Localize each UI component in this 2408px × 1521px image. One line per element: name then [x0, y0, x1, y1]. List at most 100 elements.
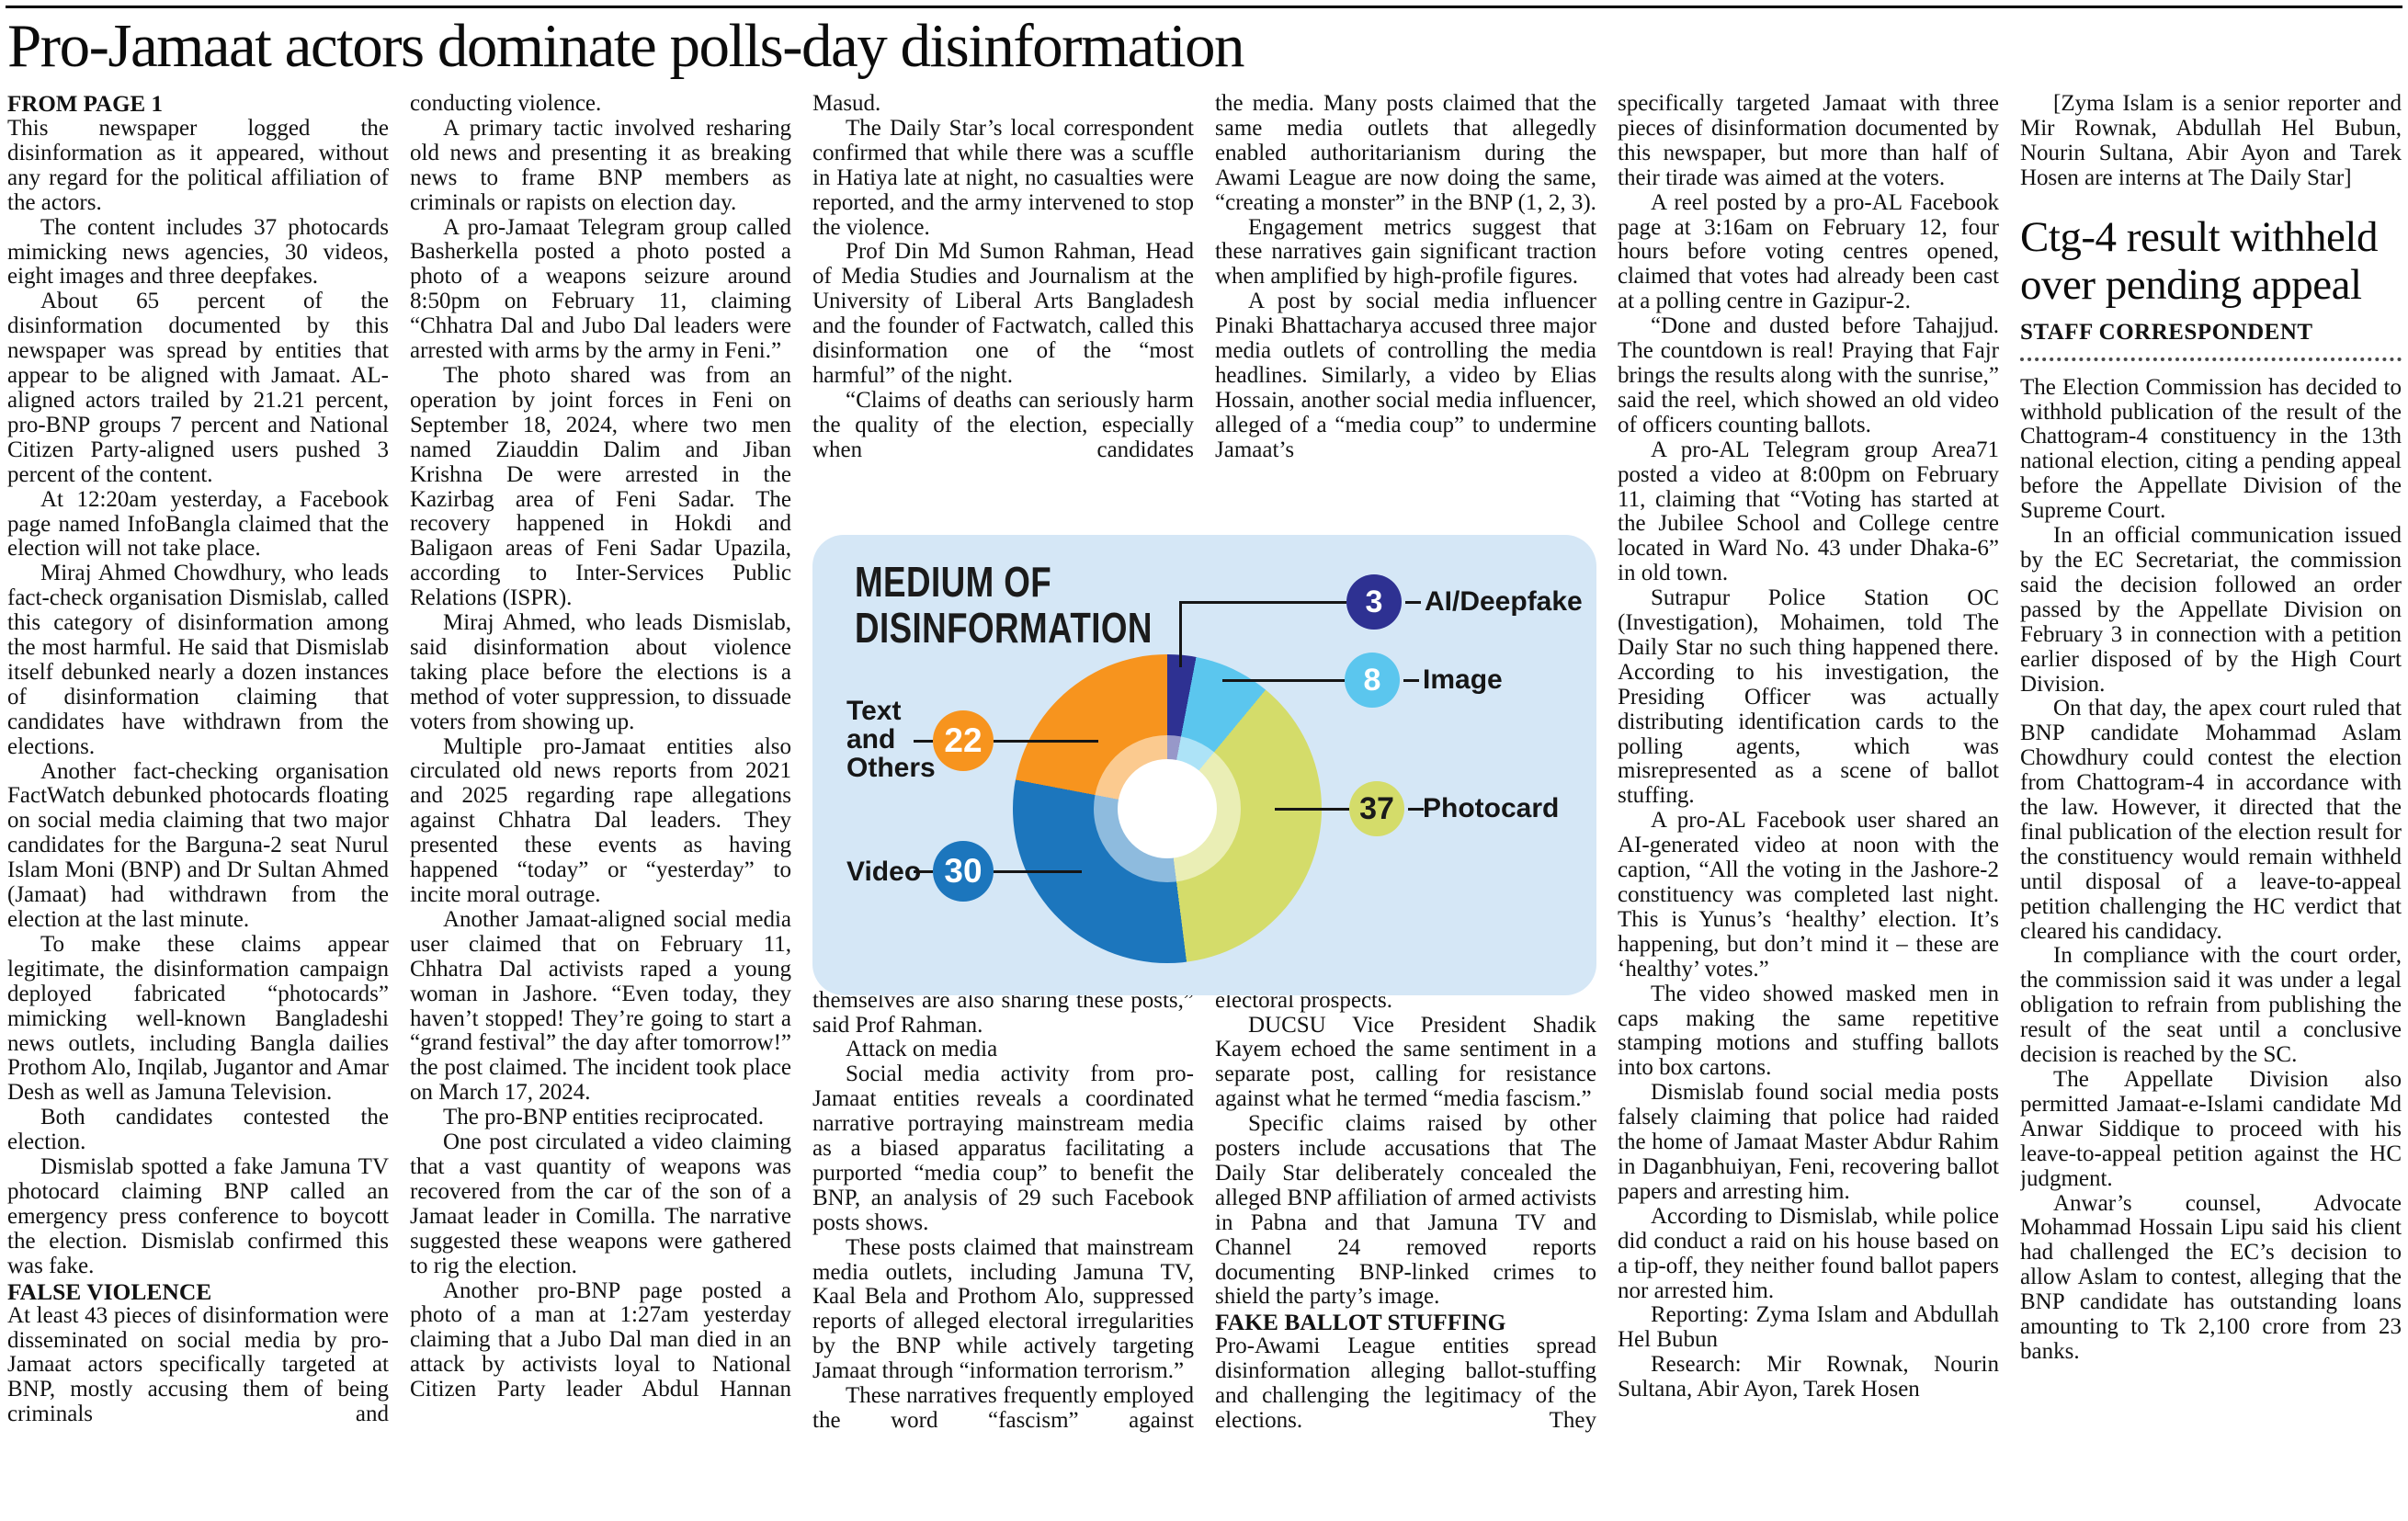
leader-line-photocard [1275, 808, 1349, 811]
paragraph: Attack on media [846, 1037, 998, 1062]
paragraph: The Daily Star’s local correspondent con… [812, 115, 1194, 240]
paragraph: A reel posted by a pro-AL Facebook page … [1618, 189, 1999, 314]
paragraph: “Done and dusted before Tahajjud. The co… [1618, 313, 1999, 437]
paragraph: These narratives frequently employed the… [812, 1383, 1194, 1433]
leader-line-video [994, 870, 1082, 873]
paragraph: In an official communication issued by t… [2020, 523, 2402, 697]
paragraph: Dismislab found social media posts false… [1618, 1080, 1999, 1204]
article-column: Masud. The Daily Star’s local corresponde… [812, 92, 1194, 1518]
badge-photocard: 37 [1349, 781, 1404, 836]
badge-image: 8 [1345, 653, 1400, 708]
paragraph: Another pro-BNP page posted a photo of a… [410, 1277, 791, 1402]
article-column: FROM PAGE 1 This newspaper logged the dis… [7, 92, 389, 1518]
kicker: FROM PAGE 1 [7, 92, 163, 117]
article-columns: FROM PAGE 1 This newspaper logged the dis… [7, 92, 2402, 1518]
paragraph: Another Jamaat-aligned social media user… [410, 906, 791, 1106]
leader-dash-video [914, 870, 933, 873]
paragraph: This newspaper logged the disinformation… [7, 116, 389, 215]
leader-dash-image [1403, 679, 1419, 682]
paragraph: The Election Commission has decided to w… [2020, 374, 2402, 524]
value-ai-deepfake: 3 [1365, 584, 1383, 619]
main-headline: Pro-Jamaat actors dominate polls-day dis… [7, 12, 1245, 80]
label-text-others: Text and Others [846, 696, 936, 783]
paragraph: A post by social media influencer Pinaki… [1215, 289, 1596, 462]
paragraph: Both candidates contested the election. [7, 1105, 389, 1155]
paragraph: A pro-Jamaat Telegram group called Bashe… [410, 214, 791, 364]
medium-of-disinformation-chart: MEDIUM OF DISINFORMATION 22 30 3 8 37 Te… [812, 535, 1596, 995]
paragraph: Specific claims raised by other posters … [1215, 1111, 1596, 1310]
paragraph: The pro-BNP entities reciprocated. [443, 1105, 764, 1130]
paragraph: themselves are also sharing these posts,… [812, 987, 1194, 1038]
paragraph: Pro-Awami League entities spread disinfo… [1215, 1334, 1596, 1434]
paragraph: According to Dismislab, while police did… [1618, 1203, 1999, 1303]
top-rule [6, 6, 2402, 8]
paragraph: The content includes 37 photocards mimic… [7, 214, 389, 289]
paragraph: Reporting: Zyma Islam and Abdullah Hel B… [1618, 1302, 1999, 1353]
article-column: the media. Many posts claimed that the s… [1215, 92, 1596, 1518]
paragraph: The photo shared was from an operation b… [410, 362, 791, 611]
paragraph: At 12:20am yesterday, a Facebook page na… [7, 486, 389, 562]
paragraph: the media. Many posts claimed that the s… [1215, 92, 1596, 215]
section-subhead: FALSE VIOLENCE [7, 1277, 212, 1305]
paragraph: Social media activity from pro-Jamaat en… [812, 1061, 1194, 1235]
paragraph: About 65 percent of the disinformation d… [7, 289, 389, 487]
chart-title: MEDIUM OF DISINFORMATION [855, 559, 1153, 651]
chart-title-line-1: MEDIUM OF [855, 558, 1052, 606]
paragraph: [Zyma Islam is a senior reporter and Mir… [2020, 92, 2402, 190]
badge-video: 30 [933, 841, 994, 902]
secondary-headline: Ctg-4 result withheld over pending appea… [2020, 212, 2378, 309]
label-video: Video [846, 857, 922, 887]
leader-line-image [1222, 679, 1345, 682]
label-ai-deepfake: AI/Deepfake [1425, 586, 1583, 617]
paragraph: Miraj Ahmed, who leads Dismislab, said d… [410, 610, 791, 734]
leader-line-ai-vertical [1179, 601, 1182, 667]
paragraph: On that day, the apex court ruled that B… [2020, 696, 2402, 944]
section-subhead: FAKE BALLOT STUFFING [1215, 1309, 1506, 1336]
article-column: [Zyma Islam is a senior reporter and Mir… [2020, 92, 2402, 1518]
paragraph: In compliance with the court order, the … [2020, 943, 2402, 1068]
paragraph: Miraj Ahmed Chowdhury, who leads fact-ch… [7, 561, 389, 759]
value-text-others: 22 [944, 721, 983, 759]
paragraph: These posts claimed that mainstream medi… [812, 1234, 1194, 1384]
paragraph: “Claims of deaths can seriously harm the… [812, 387, 1194, 462]
paragraph: At least 43 pieces of disinformation wer… [7, 1302, 389, 1427]
label-image: Image [1423, 664, 1503, 695]
paragraph: DUCSU Vice President Shadik Kayem echoed… [1215, 1012, 1596, 1112]
paragraph: Dismislab spotted a fake Jamuna TV photo… [7, 1154, 389, 1278]
chart-title-line-2: DISINFORMATION [855, 604, 1153, 652]
badge-text-others: 22 [933, 710, 994, 771]
article-column: conducting violence. A primary tactic inv… [410, 92, 791, 1518]
byline: STAFF CORRESPONDENT [2020, 319, 2313, 345]
paragraph: conducting violence. [410, 92, 602, 116]
leader-line-ai [1179, 601, 1346, 604]
paragraph: A pro-AL Telegram group Area71 posted a … [1618, 437, 1999, 586]
article-column: specifically targeted Jamaat with three … [1618, 92, 1999, 1518]
paragraph: specifically targeted Jamaat with three … [1618, 92, 1999, 190]
paragraph: The video showed masked men in caps maki… [1618, 981, 1999, 1081]
paragraph: Masud. [812, 92, 881, 116]
value-photocard: 37 [1359, 790, 1394, 826]
paragraph: Engagement metrics suggest that these na… [1215, 214, 1596, 289]
paragraph: Sutrapur Police Station OC (Investigatio… [1618, 585, 1999, 809]
paragraph: Anwar’s counsel, Advocate Mohammad Hossa… [2020, 1190, 2402, 1364]
paragraph: Multiple pro-Jamaat entities also circul… [410, 733, 791, 907]
value-video: 30 [944, 852, 983, 890]
paragraph: Another fact-checking organisation FactW… [7, 758, 389, 932]
leader-dash-photocard [1408, 808, 1424, 811]
leader-line-text-others [994, 740, 1098, 743]
value-image: 8 [1363, 662, 1381, 698]
paragraph: A pro-AL Facebook user shared an AI-gene… [1618, 808, 1999, 982]
paragraph: One post circulated a video claiming tha… [410, 1129, 791, 1278]
paragraph: Research: Mir Rownak, Nourin Sultana, Ab… [1618, 1352, 1999, 1402]
leader-dash-text-others [914, 740, 933, 743]
label-photocard: Photocard [1423, 793, 1560, 823]
dotted-rule [2020, 356, 2402, 361]
paragraph: A primary tactic involved resharing old … [410, 115, 791, 215]
paragraph: The Appellate Division also permitted Ja… [2020, 1067, 2402, 1191]
donut-hole [1118, 759, 1217, 858]
paragraph: To make these claims appear legitimate, … [7, 931, 389, 1106]
paragraph: Prof Din Md Sumon Rahman, Head of Media … [812, 239, 1194, 388]
badge-ai-deepfake: 3 [1346, 574, 1402, 630]
leader-dash-ai [1405, 601, 1421, 604]
